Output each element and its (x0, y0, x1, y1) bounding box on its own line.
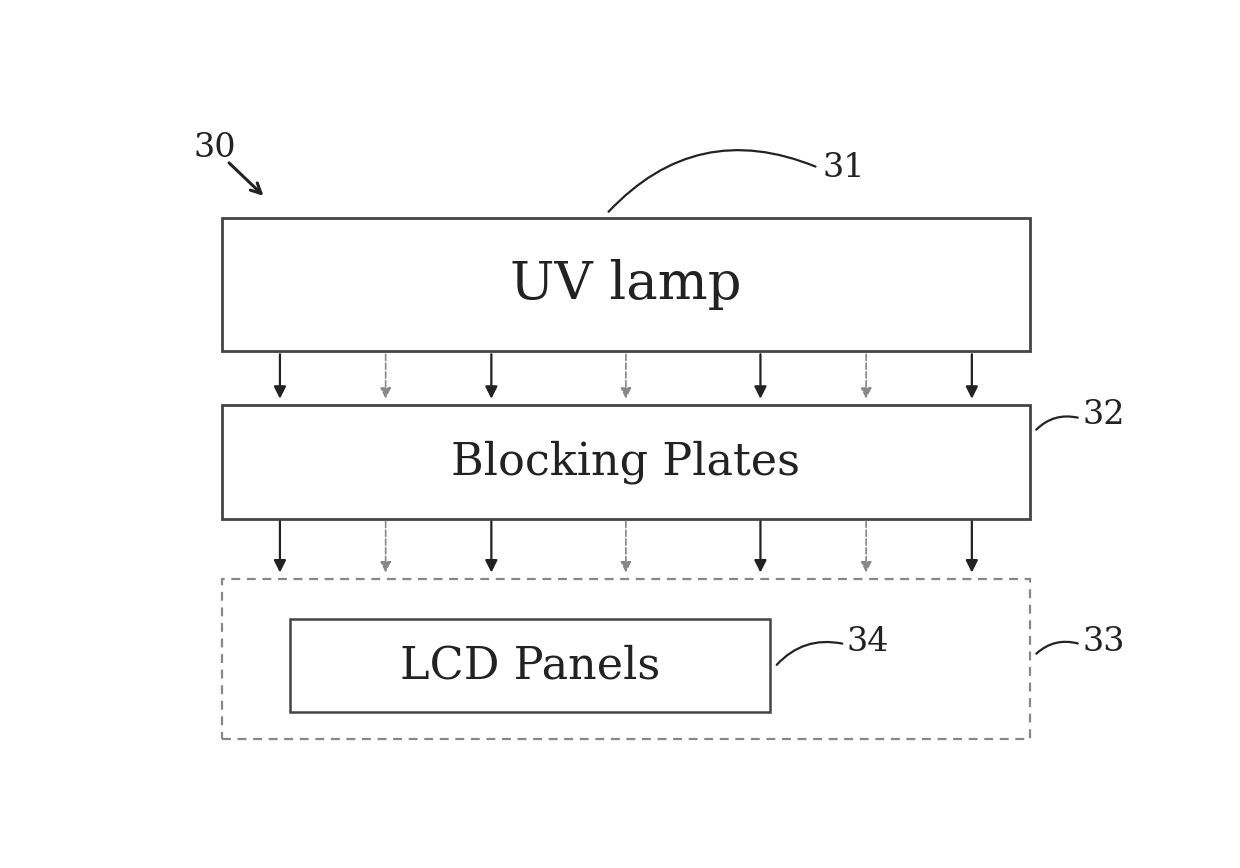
Text: 32: 32 (1083, 399, 1125, 431)
Text: UV lamp: UV lamp (510, 260, 742, 310)
Text: 33: 33 (1083, 626, 1125, 658)
Text: LCD Panels: LCD Panels (399, 644, 660, 687)
Bar (290, 619, 770, 713)
Text: 31: 31 (823, 152, 866, 184)
Text: Blocking Plates: Blocking Plates (451, 440, 800, 483)
Bar (222, 579, 1029, 740)
Text: 34: 34 (847, 626, 889, 658)
Bar (222, 404, 1029, 518)
Bar (222, 218, 1029, 352)
Text: 30: 30 (193, 132, 236, 163)
